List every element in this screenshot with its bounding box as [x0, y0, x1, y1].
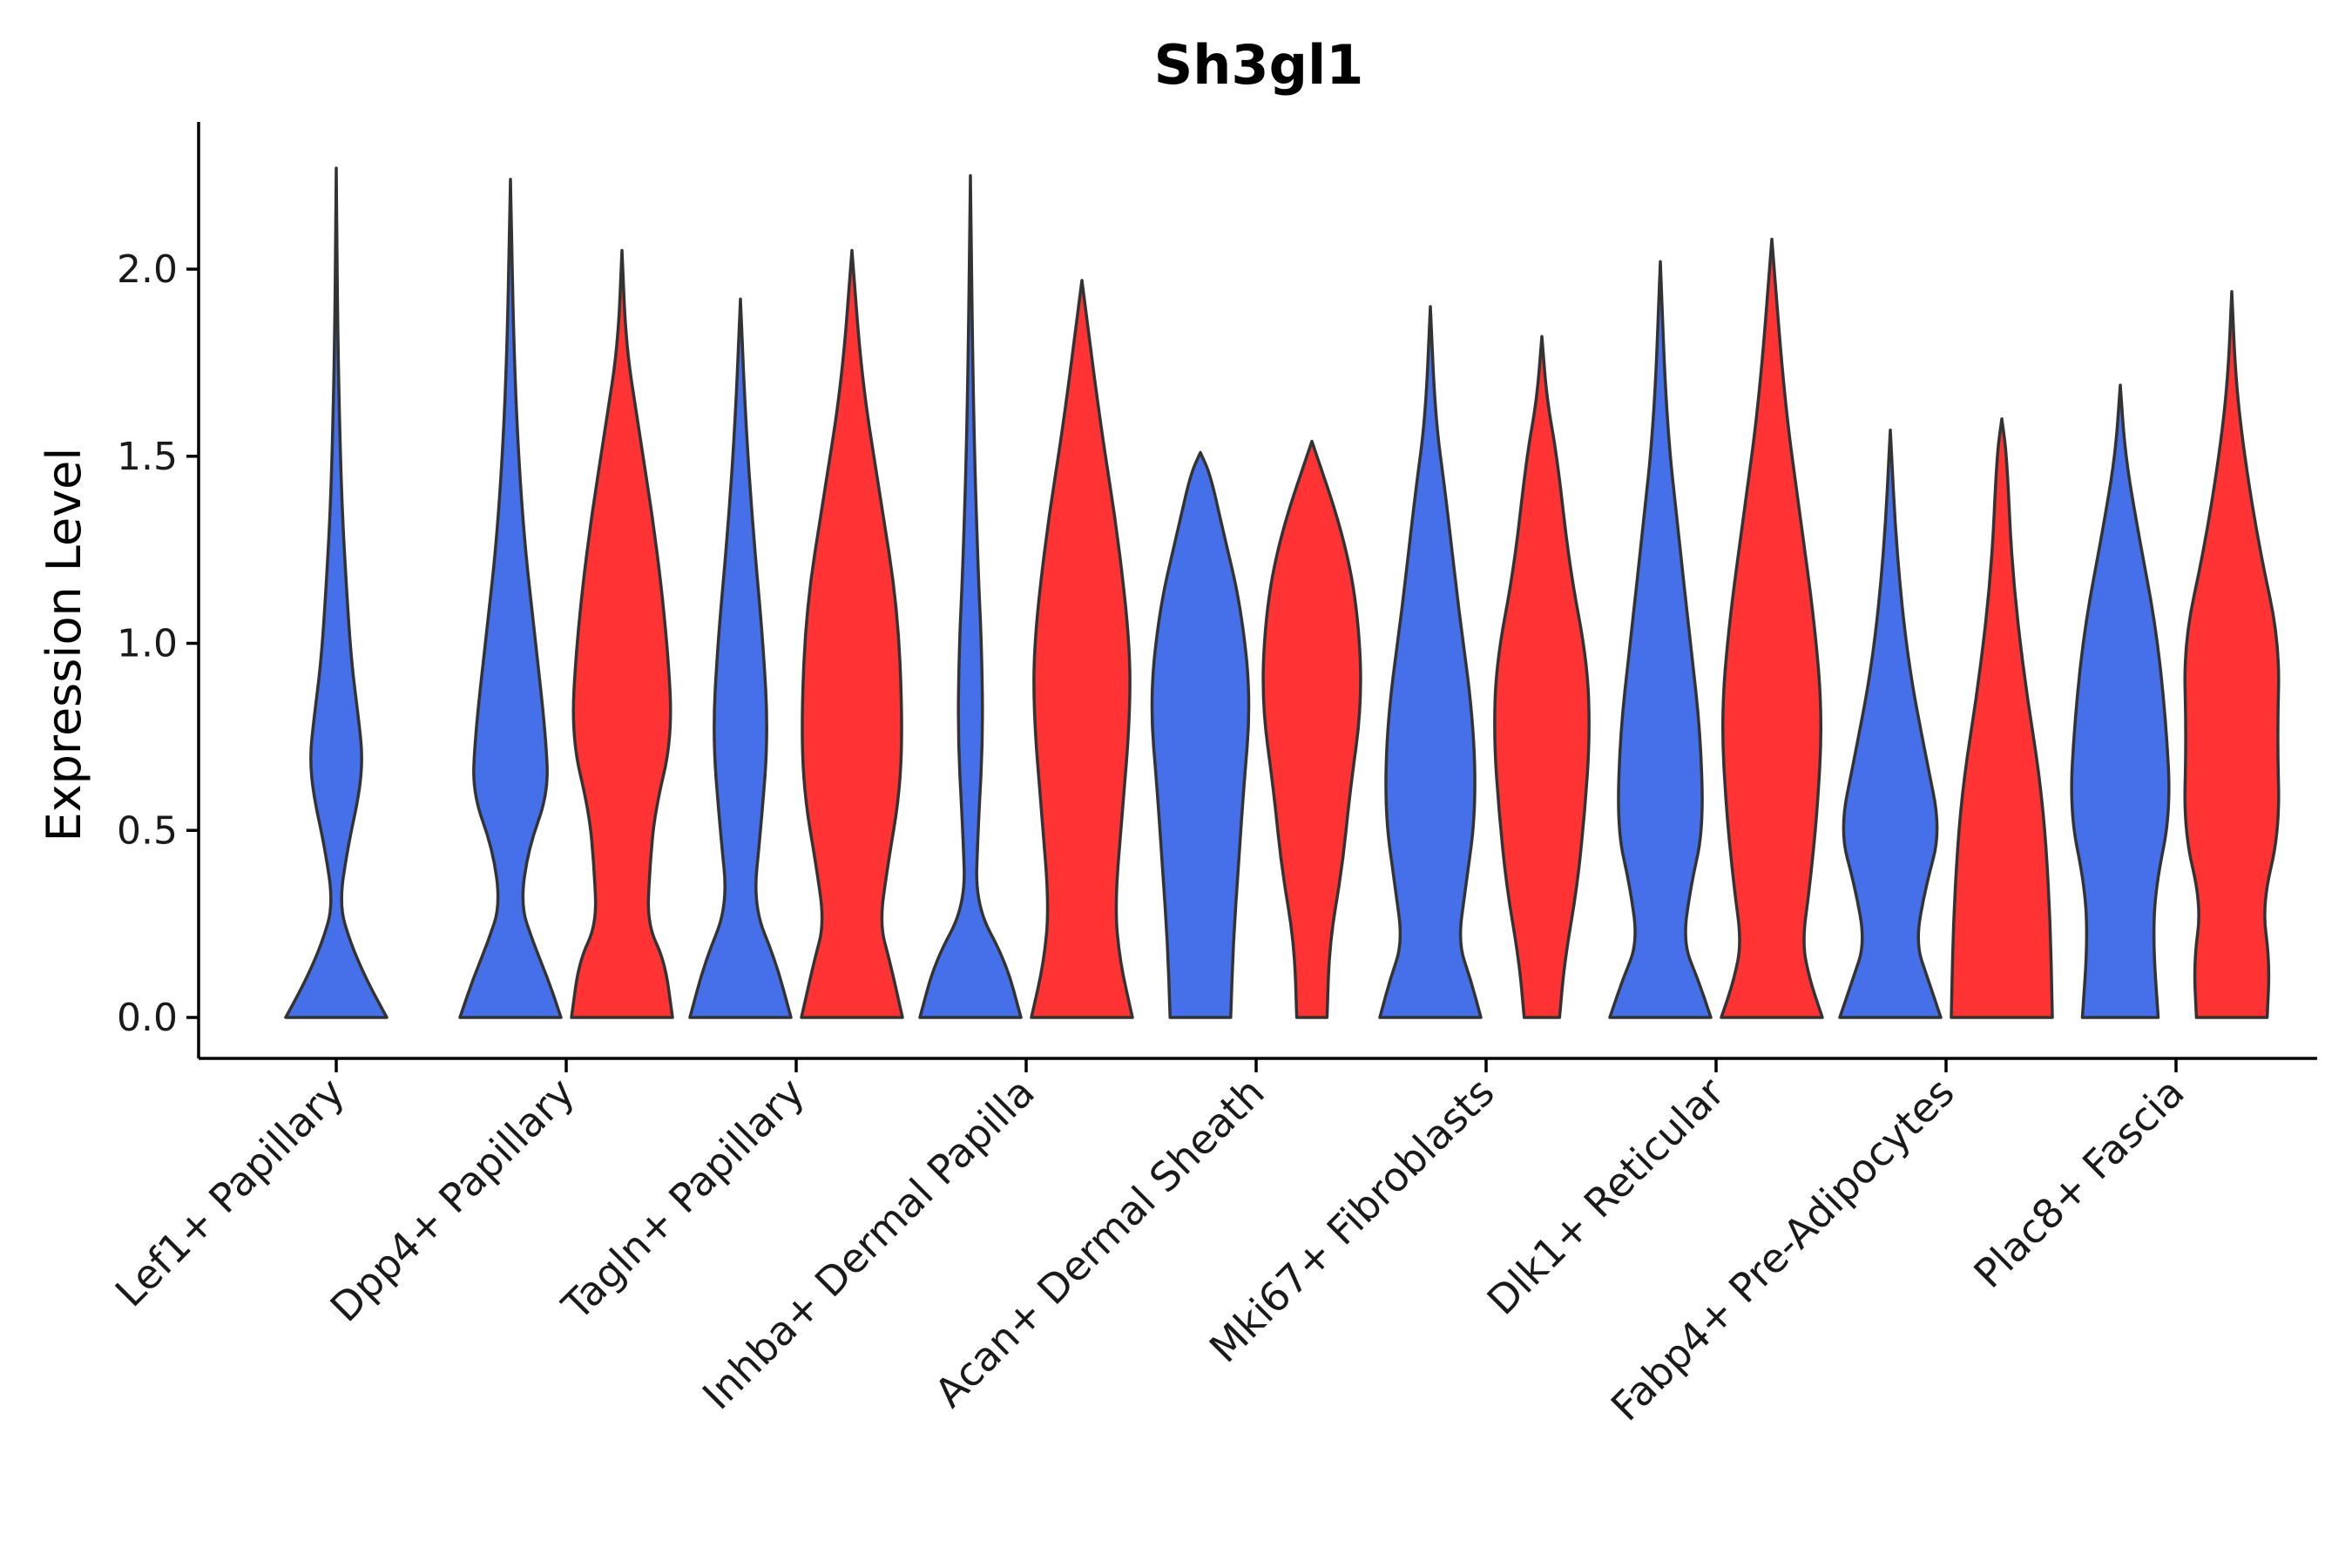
violin-group1-1	[458, 178, 563, 1019]
y-tick-label: 2.0	[117, 247, 178, 292]
violin-group1-0	[284, 166, 389, 1019]
violin-group1-3	[918, 173, 1023, 1019]
y-tick-label: 1.0	[117, 622, 178, 666]
violin-group2-5	[1493, 335, 1591, 1019]
violin-group1-2	[688, 297, 793, 1019]
y-tick-label: 1.5	[117, 435, 178, 479]
y-tick-label: 0.0	[117, 996, 178, 1040]
violin-group2-3	[1030, 279, 1134, 1019]
violin-group2-1	[570, 248, 674, 1019]
x-tick-label: Tagln+ Papillary	[552, 1069, 814, 1330]
x-tick-label: Lef1+ Papillary	[106, 1069, 354, 1316]
violin-group2-6	[1720, 237, 1824, 1019]
violin-group2-8	[2183, 290, 2281, 1019]
chart-title: Sh3gl1	[1154, 33, 1364, 97]
violin-group1-5	[1378, 305, 1483, 1019]
x-tick-label: Dlk1+ Reticular	[1478, 1069, 1734, 1324]
violin-group1-8	[2070, 383, 2171, 1019]
violin-group1-6	[1608, 260, 1713, 1019]
x-tick-label: Plac8+ Fascia	[1964, 1069, 2193, 1297]
y-axis: 0.0 0.5 1.0 1.5 2.0	[117, 122, 200, 1058]
y-tick-label: 0.5	[117, 808, 178, 853]
violin-group1-7	[1838, 428, 1943, 1019]
y-axis-label: Expression Level	[37, 448, 91, 842]
violin-group2-7	[1950, 417, 2054, 1019]
violin-group2-2	[800, 248, 904, 1019]
violin-group1-4	[1150, 450, 1251, 1019]
x-tick-label: Dpp4+ Papillary	[321, 1069, 584, 1331]
violin-layer	[284, 166, 2281, 1019]
violin-group2-4	[1261, 439, 1362, 1019]
